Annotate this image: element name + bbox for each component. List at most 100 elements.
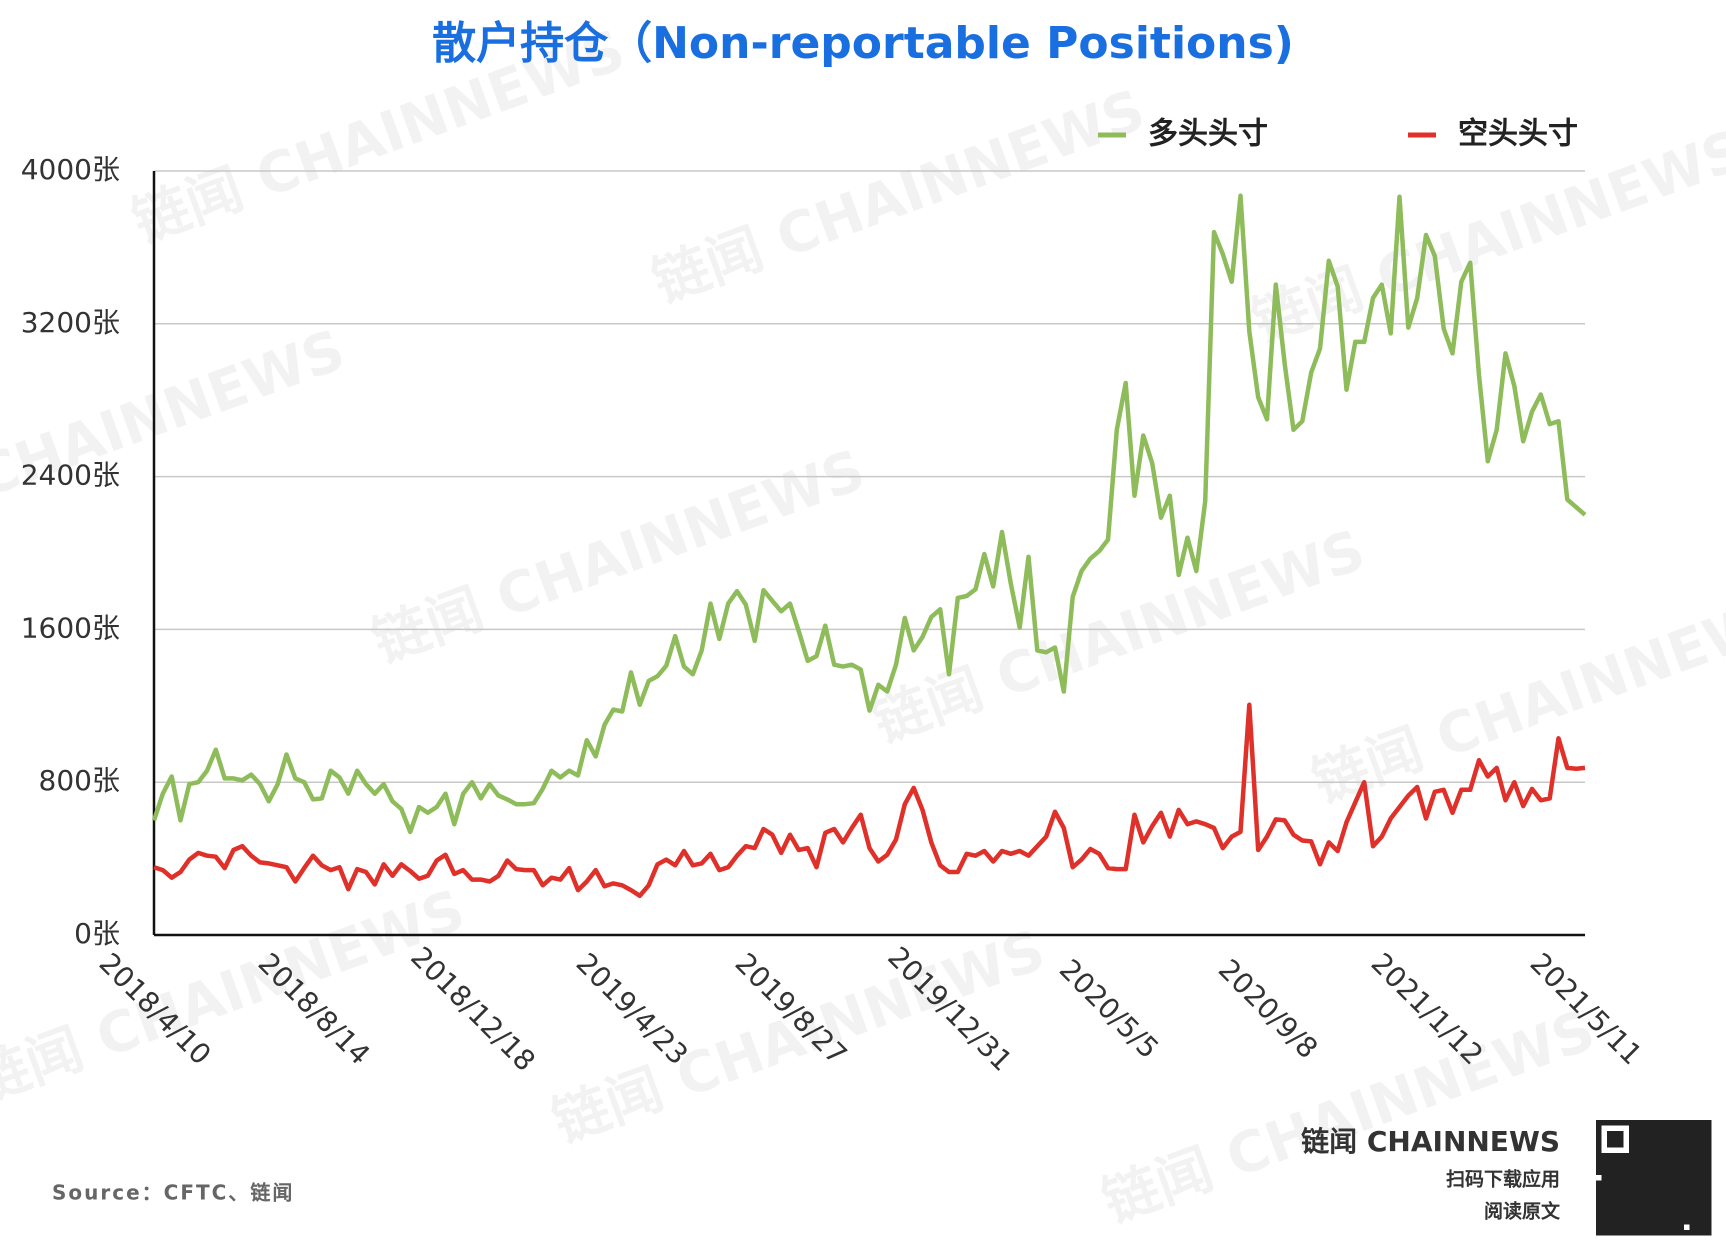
qr-cell xyxy=(1634,1131,1640,1137)
qr-cell xyxy=(1629,1147,1635,1153)
qr-cell xyxy=(1678,1175,1684,1181)
qr-cell xyxy=(1601,1202,1607,1208)
qr-cell xyxy=(1700,1147,1706,1153)
qr-cell xyxy=(1634,1175,1640,1181)
qr-cell xyxy=(1700,1208,1706,1214)
y-tick-label: 4000张 xyxy=(21,153,120,186)
qr-cell xyxy=(1700,1191,1706,1197)
x-tick-label: 2021/1/12 xyxy=(1365,947,1490,1072)
qr-cell xyxy=(1689,1158,1695,1164)
qr-cell xyxy=(1667,1153,1673,1159)
qr-cell xyxy=(1645,1158,1651,1164)
qr-cell xyxy=(1689,1180,1695,1186)
qr-cell xyxy=(1662,1208,1668,1214)
qr-cell xyxy=(1662,1191,1668,1197)
qr-cell xyxy=(1596,1164,1602,1170)
qr-cell xyxy=(1700,1142,1706,1148)
qr-cell xyxy=(1607,1197,1613,1203)
qr-cell xyxy=(1656,1180,1662,1186)
qr-cell xyxy=(1601,1186,1607,1192)
qr-cell xyxy=(1651,1191,1657,1197)
qr-cell xyxy=(1634,1153,1640,1159)
qr-cell xyxy=(1629,1164,1635,1170)
qr-cell xyxy=(1651,1186,1657,1192)
qr-cell xyxy=(1629,1158,1635,1164)
qr-cell xyxy=(1651,1224,1657,1230)
qr-cell xyxy=(1640,1230,1646,1236)
qr-cell xyxy=(1662,1180,1668,1186)
qr-cell xyxy=(1706,1136,1712,1142)
qr-cell xyxy=(1662,1175,1668,1181)
y-tick-label: 3200张 xyxy=(21,306,120,339)
qr-cell xyxy=(1667,1202,1673,1208)
qr-cell xyxy=(1612,1131,1618,1137)
qr-cell xyxy=(1623,1153,1629,1159)
qr-cell xyxy=(1645,1169,1651,1175)
qr-cell xyxy=(1695,1153,1701,1159)
qr-cell xyxy=(1607,1224,1613,1230)
qr-cell xyxy=(1678,1120,1684,1126)
qr-cell xyxy=(1629,1230,1635,1236)
qr-cell xyxy=(1684,1164,1690,1170)
qr-cell xyxy=(1706,1180,1712,1186)
qr-cell xyxy=(1623,1230,1629,1236)
qr-cell xyxy=(1695,1191,1701,1197)
qr-cell xyxy=(1645,1202,1651,1208)
qr-cell xyxy=(1645,1125,1651,1131)
qr-cell xyxy=(1700,1197,1706,1203)
qr-cell xyxy=(1689,1125,1695,1131)
watermark: 链闻 CHAINNEWS xyxy=(644,78,1153,316)
qr-cell xyxy=(1607,1180,1613,1186)
qr-cell xyxy=(1673,1169,1679,1175)
qr-cell xyxy=(1612,1164,1618,1170)
qr-cell xyxy=(1662,1147,1668,1153)
qr-cell xyxy=(1629,1208,1635,1214)
qr-cell xyxy=(1640,1202,1646,1208)
qr-cell xyxy=(1656,1197,1662,1203)
qr-cell xyxy=(1700,1131,1706,1137)
qr-cell xyxy=(1623,1208,1629,1214)
qr-cell xyxy=(1684,1186,1690,1192)
qr-cell xyxy=(1623,1169,1629,1175)
qr-cell xyxy=(1651,1219,1657,1225)
qr-cell xyxy=(1667,1219,1673,1225)
qr-cell xyxy=(1651,1120,1657,1126)
qr-cell xyxy=(1662,1120,1668,1126)
qr-cell xyxy=(1618,1202,1624,1208)
qr-cell xyxy=(1645,1219,1651,1225)
qr-cell xyxy=(1678,1213,1684,1219)
qr-cell xyxy=(1700,1186,1706,1192)
y-tick-label: 1600张 xyxy=(21,611,120,644)
qr-cell xyxy=(1640,1125,1646,1131)
qr-cell xyxy=(1651,1169,1657,1175)
qr-cell xyxy=(1629,1224,1635,1230)
qr-cell xyxy=(1656,1147,1662,1153)
qr-cell xyxy=(1607,1175,1613,1181)
qr-cell xyxy=(1689,1213,1695,1219)
qr-cell xyxy=(1601,1208,1607,1214)
qr-cell xyxy=(1640,1131,1646,1137)
qr-cell xyxy=(1678,1186,1684,1192)
qr-cell xyxy=(1640,1147,1646,1153)
qr-cell xyxy=(1640,1208,1646,1214)
qr-cell xyxy=(1601,1164,1607,1170)
qr-cell xyxy=(1695,1147,1701,1153)
qr-cell xyxy=(1706,1153,1712,1159)
qr-cell xyxy=(1684,1153,1690,1159)
qr-cell xyxy=(1667,1224,1673,1230)
qr-cell xyxy=(1601,1197,1607,1203)
qr-cell xyxy=(1612,1224,1618,1230)
qr-cell xyxy=(1656,1208,1662,1214)
qr-cell xyxy=(1634,1125,1640,1131)
qr-cell xyxy=(1695,1186,1701,1192)
qr-cell xyxy=(1662,1230,1668,1236)
qr-cell xyxy=(1645,1120,1651,1126)
qr-cell xyxy=(1656,1175,1662,1181)
qr-cell xyxy=(1673,1153,1679,1159)
qr-cell xyxy=(1656,1186,1662,1192)
qr-cell xyxy=(1667,1169,1673,1175)
series-line xyxy=(153,702,1586,899)
qr-cell xyxy=(1662,1186,1668,1192)
qr-cell xyxy=(1695,1136,1701,1142)
qr-cell xyxy=(1634,1197,1640,1203)
